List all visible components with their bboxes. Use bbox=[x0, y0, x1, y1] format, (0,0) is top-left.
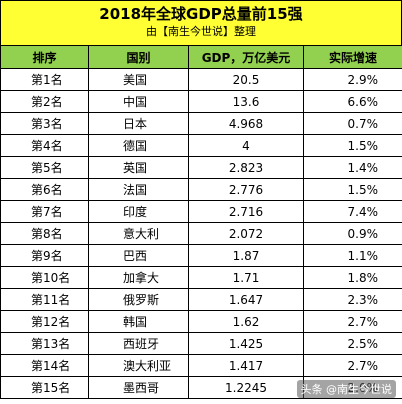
table-row: 第5名 英国 2.823 1.4% bbox=[0, 156, 402, 179]
table-cell: 2.823 bbox=[188, 156, 304, 179]
table-cell: 2.716 bbox=[188, 200, 304, 223]
table-cell: 第6名 bbox=[0, 178, 89, 201]
table-row: 第7名 印度 2.716 7.4% bbox=[0, 200, 402, 223]
watermark: 头条 @南生今世说 bbox=[296, 380, 396, 398]
table-row: 第2名 中国 13.6 6.6% bbox=[0, 90, 402, 113]
column-header: GDP，万亿美元 bbox=[188, 45, 304, 69]
table-cell: 第5名 bbox=[0, 156, 89, 179]
table-cell: 4.968 bbox=[188, 112, 304, 135]
table-header: 2018年全球GDP总量前15强 由【南生今世说】整理 bbox=[0, 0, 402, 46]
column-header: 实际增速 bbox=[303, 45, 402, 69]
table-cell: 第15名 bbox=[0, 376, 89, 399]
table-cell: 1.8% bbox=[303, 266, 402, 289]
table-cell: 巴西 bbox=[88, 244, 189, 267]
table-cell: 墨西哥 bbox=[88, 376, 189, 399]
table-cell: 4 bbox=[188, 134, 304, 157]
table-cell: 印度 bbox=[88, 200, 189, 223]
table-cell: 2.776 bbox=[188, 178, 304, 201]
table-cell: 2.7% bbox=[303, 354, 402, 377]
table-cell: 20.5 bbox=[188, 68, 304, 91]
table-cell: 第3名 bbox=[0, 112, 89, 135]
table-cell: 1.4% bbox=[303, 156, 402, 179]
table-cell: 意大利 bbox=[88, 222, 189, 245]
table-row: 第9名 巴西 1.87 1.1% bbox=[0, 244, 402, 267]
table-cell: 法国 bbox=[88, 178, 189, 201]
column-header-row: 排序 国别 GDP，万亿美元 实际增速 bbox=[0, 45, 402, 69]
table-cell: 第8名 bbox=[0, 222, 89, 245]
table-cell: 德国 bbox=[88, 134, 189, 157]
table-cell: 第1名 bbox=[0, 68, 89, 91]
table-row: 第14名 澳大利亚 1.417 2.7% bbox=[0, 354, 402, 377]
table-cell: 俄罗斯 bbox=[88, 288, 189, 311]
table-cell: 1.5% bbox=[303, 134, 402, 157]
table-cell: 第11名 bbox=[0, 288, 89, 311]
table-cell: 0.9% bbox=[303, 222, 402, 245]
table-row: 第3名 日本 4.968 0.7% bbox=[0, 112, 402, 135]
table-cell: 2.3% bbox=[303, 288, 402, 311]
table-row: 第8名 意大利 2.072 0.9% bbox=[0, 222, 402, 245]
table-cell: 加拿大 bbox=[88, 266, 189, 289]
title: 2018年全球GDP总量前15强 bbox=[99, 5, 303, 23]
table-cell: 1.1% bbox=[303, 244, 402, 267]
table-cell: 2.5% bbox=[303, 332, 402, 355]
table-row: 第4名 德国 4 1.5% bbox=[0, 134, 402, 157]
table-cell: 韩国 bbox=[88, 310, 189, 333]
table-cell: 1.87 bbox=[188, 244, 304, 267]
table-row: 第13名 西班牙 1.425 2.5% bbox=[0, 332, 402, 355]
table-cell: 日本 bbox=[88, 112, 189, 135]
table-cell: 1.647 bbox=[188, 288, 304, 311]
table-cell: 1.71 bbox=[188, 266, 304, 289]
table-cell: 第7名 bbox=[0, 200, 89, 223]
column-header: 排序 bbox=[0, 45, 89, 69]
table-cell: 美国 bbox=[88, 68, 189, 91]
table-cell: 6.6% bbox=[303, 90, 402, 113]
gdp-table: 排序 国别 GDP，万亿美元 实际增速 第1名 美国 20.5 2.9% 第2名 中国 13.6 6… bbox=[0, 45, 402, 399]
table-cell: 13.6 bbox=[188, 90, 304, 113]
table-cell: 第2名 bbox=[0, 90, 89, 113]
table-cell: 第10名 bbox=[0, 266, 89, 289]
table-cell: 7.4% bbox=[303, 200, 402, 223]
table-row: 第12名 韩国 1.62 2.7% bbox=[0, 310, 402, 333]
table-cell: 第14名 bbox=[0, 354, 89, 377]
table-cell: 第9名 bbox=[0, 244, 89, 267]
table-cell: 第12名 bbox=[0, 310, 89, 333]
table-cell: 中国 bbox=[88, 90, 189, 113]
table-row: 第6名 法国 2.776 1.5% bbox=[0, 178, 402, 201]
table-cell: 2.072 bbox=[188, 222, 304, 245]
table-cell: 澳大利亚 bbox=[88, 354, 189, 377]
table-row: 第11名 俄罗斯 1.647 2.3% bbox=[0, 288, 402, 311]
table-row: 第10名 加拿大 1.71 1.8% bbox=[0, 266, 402, 289]
table-cell: 西班牙 bbox=[88, 332, 189, 355]
table-cell: 1.5% bbox=[303, 178, 402, 201]
subtitle: 由【南生今世说】整理 bbox=[146, 25, 256, 38]
table-row: 第1名 美国 20.5 2.9% bbox=[0, 68, 402, 91]
table-cell: 2.7% bbox=[303, 310, 402, 333]
table-cell: 1.2245 bbox=[188, 376, 304, 399]
table-cell: 1.425 bbox=[188, 332, 304, 355]
table-cell: 1.417 bbox=[188, 354, 304, 377]
table-cell: 第13名 bbox=[0, 332, 89, 355]
table-cell: 第4名 bbox=[0, 134, 89, 157]
table-cell: 0.7% bbox=[303, 112, 402, 135]
table-cell: 英国 bbox=[88, 156, 189, 179]
column-header: 国别 bbox=[88, 45, 189, 69]
table-cell: 1.62 bbox=[188, 310, 304, 333]
table-cell: 2.9% bbox=[303, 68, 402, 91]
